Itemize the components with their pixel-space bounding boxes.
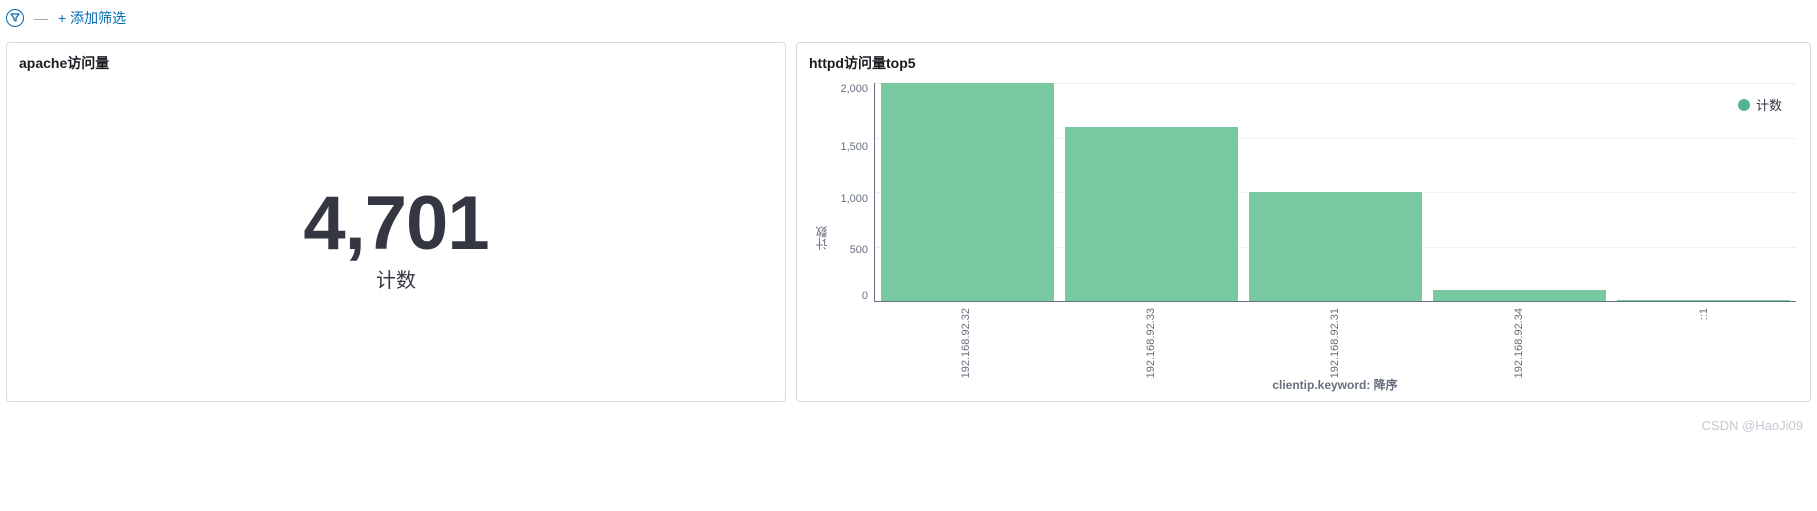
chart-bar[interactable] — [1617, 300, 1790, 301]
y-tick: 1,000 — [840, 193, 868, 205]
filter-toggle-icon[interactable] — [6, 9, 24, 27]
x-tick-label: 192.168.92.34 — [1513, 308, 1525, 378]
x-tick-label: 192.168.92.31 — [1329, 308, 1341, 378]
metric-value: 4,701 — [303, 186, 488, 262]
filter-separator: — — [34, 10, 48, 26]
chart-bar[interactable] — [1065, 127, 1238, 301]
y-tick: 500 — [850, 244, 868, 256]
chart-bar[interactable] — [1249, 192, 1422, 301]
chart-plot-area[interactable] — [874, 83, 1796, 302]
chart-bar[interactable] — [881, 83, 1054, 301]
legend-dot-icon — [1738, 99, 1750, 111]
y-axis-ticks: 2,000 1,500 1,000 500 0 — [832, 83, 874, 302]
x-tick-label: ::1 — [1698, 308, 1710, 320]
x-tick-label: 192.168.92.33 — [1145, 308, 1157, 378]
y-axis-title: 计数 — [811, 226, 832, 250]
y-tick: 1,500 — [840, 141, 868, 153]
panel-httpd-top5: httpd访问量top5 计数 2,000 1,500 1,000 500 0 192.… — [796, 42, 1811, 402]
watermark: CSDN @HaoJi09 — [0, 412, 1817, 441]
panel-title: apache访问量 — [7, 43, 785, 77]
legend-label: 计数 — [1756, 95, 1782, 114]
y-tick: 0 — [862, 290, 868, 302]
panel-apache-visits: apache访问量 4,701 计数 — [6, 42, 786, 402]
x-tick-label: 192.168.92.32 — [960, 308, 972, 378]
chart-legend[interactable]: 计数 — [1738, 95, 1782, 114]
x-axis-ticks: 192.168.92.32192.168.92.33192.168.92.311… — [874, 302, 1796, 374]
panel-title: httpd访问量top5 — [797, 43, 1810, 77]
metric-label: 计数 — [376, 264, 416, 293]
chart-bar[interactable] — [1433, 290, 1606, 301]
add-filter-button[interactable]: + 添加筛选 — [58, 8, 126, 28]
y-tick: 2,000 — [840, 83, 868, 95]
